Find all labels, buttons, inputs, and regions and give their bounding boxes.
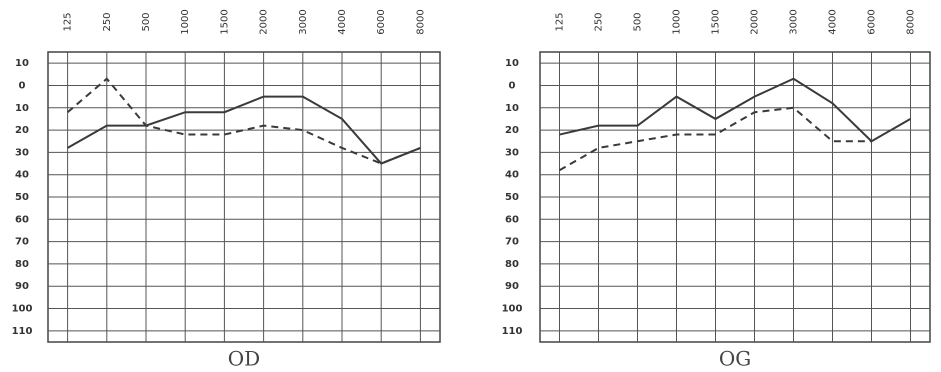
x-tick-label: 3000 [789,9,800,34]
x-tick-label: 1000 [672,9,683,34]
x-tick-label: 3000 [298,9,309,34]
x-tick-label: 2000 [750,9,761,34]
y-tick-label: 30 [15,147,29,158]
x-tick-label: 8000 [415,9,426,34]
series-line [559,77,911,143]
series-line [66,77,421,165]
series-line [559,106,872,172]
y-tick-label: 100 [12,304,33,315]
y-tick-label: 100 [502,304,523,315]
x-tick-label: 8000 [906,9,917,34]
y-tick-label: 60 [505,214,519,225]
y-tick-label: 10 [15,58,29,69]
y-tick-label: 70 [505,237,519,248]
x-tick-label: 500 [141,12,152,31]
y-tick-label: 20 [505,125,519,136]
x-tick-label: 4000 [337,9,348,34]
y-tick-label: 40 [505,170,519,181]
y-tick-label: 50 [505,192,519,203]
y-tick-label: 10 [15,103,29,114]
y-tick-label: 110 [502,326,523,337]
y-tick-label: 10 [505,58,519,69]
x-tick-label: 6000 [376,9,387,34]
y-tick-label: 40 [15,170,29,181]
x-tick-label: 1500 [711,9,722,34]
y-tick-label: 60 [15,214,29,225]
y-tick-label: 80 [505,259,519,270]
y-tick-label: 20 [15,125,29,136]
x-tick-label: 1000 [180,9,191,34]
y-tick-label: 10 [505,103,519,114]
y-tick-label: 80 [15,259,29,270]
series-line [67,95,421,165]
x-tick-label: 2000 [259,9,270,34]
y-tick-label: 0 [19,80,26,91]
y-tick-label: 90 [505,281,519,292]
y-tick-label: 90 [15,281,29,292]
y-tick-label: 70 [15,237,29,248]
x-tick-label: 125 [555,12,566,31]
chart-title: OG [719,347,751,371]
chart-title: OD [228,347,260,371]
y-tick-label: 110 [12,326,33,337]
x-tick-label: 250 [594,12,605,31]
x-tick-label: 6000 [867,9,878,34]
y-tick-label: 30 [505,147,519,158]
y-tick-label: 0 [509,80,516,91]
x-tick-label: 500 [633,12,644,31]
x-tick-label: 125 [63,12,74,31]
x-tick-label: 1500 [219,9,230,34]
y-tick-label: 50 [15,192,29,203]
x-tick-label: 250 [102,12,113,31]
x-tick-label: 4000 [828,9,839,34]
